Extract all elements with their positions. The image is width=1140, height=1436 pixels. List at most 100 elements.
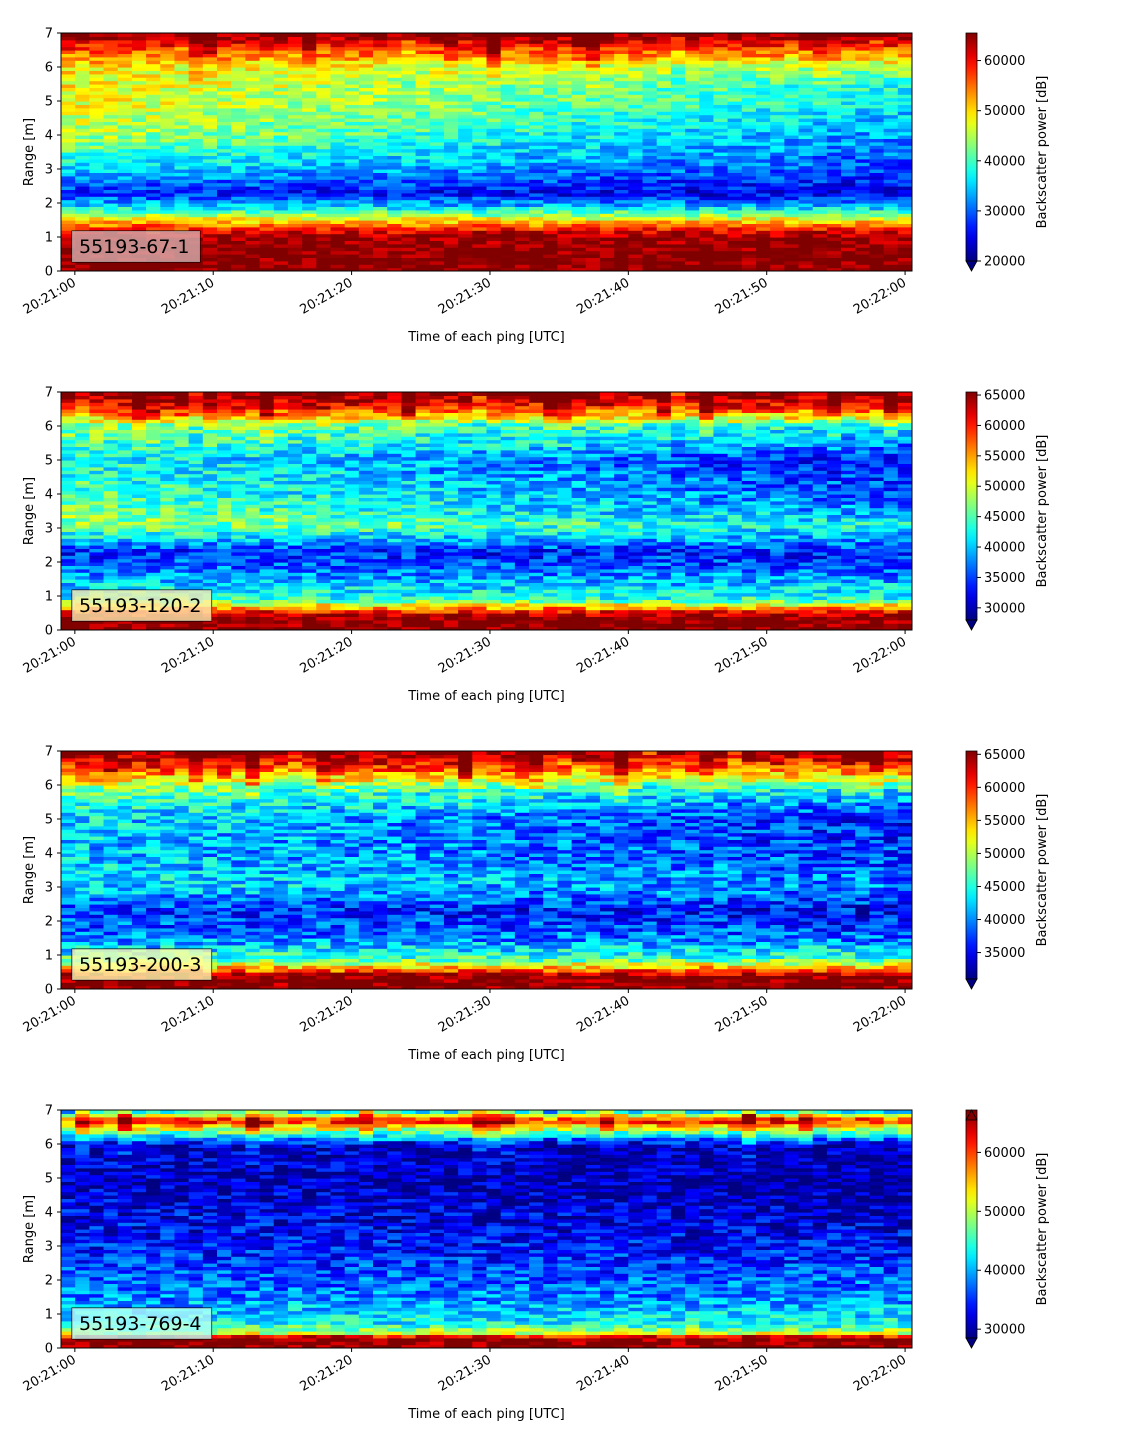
echogram-cell [755,97,771,102]
echogram-cell [543,220,559,224]
echogram-cell [188,619,204,624]
echogram-cell [557,87,573,92]
echogram-cell [217,199,232,204]
echogram-cell [373,60,388,65]
echogram-cell [245,186,261,190]
echogram-cell [770,107,785,112]
echogram-cell [373,233,388,238]
echogram-cell [642,233,658,238]
echogram-cell [826,203,842,207]
echogram-cell [599,152,615,156]
echogram-cell [61,118,76,122]
echogram-cell [585,165,601,170]
echogram-cell [387,148,402,153]
echogram-cell [89,148,105,153]
echogram-cell [798,67,814,71]
echogram-cell [543,192,559,197]
echogram-cell [174,480,190,485]
echogram-cell [387,172,402,177]
echogram-cell [103,70,119,75]
echogram-cell [443,141,459,146]
echogram-cell [500,145,516,150]
echogram-cell [75,514,90,519]
echogram-cell [387,60,402,65]
echogram-cell [628,196,644,201]
echogram-cell [670,107,686,112]
echogram-cell [146,528,161,532]
echogram-cell [670,216,686,221]
echogram-cell [231,131,246,136]
echogram-cell [103,77,119,82]
echogram-cell [685,101,700,105]
echogram-cell [358,56,374,61]
echogram-cell [61,568,76,573]
echogram-cell [585,111,601,116]
echogram-cell [883,247,899,252]
echogram-cell [188,138,204,143]
echogram-cell [146,534,161,539]
echogram-cell [585,148,601,153]
echogram-cell [670,179,686,184]
echogram-cell [202,73,218,78]
echogram-cell [259,56,275,61]
echogram-cell [529,209,544,214]
echogram-cell [429,220,445,224]
echogram-cell [61,165,76,170]
echogram-cell [373,101,388,105]
echogram-cell [529,172,544,177]
echogram-cell [160,77,176,82]
echogram-cell [642,46,658,51]
echogram-cell [443,247,459,252]
echogram-cell [571,237,587,241]
echogram-cell [841,186,856,190]
echogram-cell [826,101,842,105]
echogram-cell [500,213,516,218]
echogram-cell [458,124,473,129]
echogram-cell [131,439,147,444]
echogram-cell [401,124,417,129]
echogram-cell [642,114,658,119]
echogram-cell [188,67,204,71]
echogram-cell [75,33,90,37]
echogram-cell [146,426,161,430]
echogram-cell [855,39,871,44]
echogram-cell [755,172,771,177]
echogram-cell [287,39,303,44]
echogram-cell [103,531,119,536]
echogram-cell [869,158,885,163]
echogram-cell [429,128,445,133]
echogram-cell [571,33,587,37]
echogram-cell [89,398,105,403]
echogram-cell [656,97,672,102]
echogram-cell [188,39,204,44]
echogram-cell [117,538,133,543]
echogram-cell [117,398,133,403]
echogram-cell [316,50,332,54]
echogram-cell [557,39,573,44]
echogram-cell [245,243,261,248]
echogram-cell [685,257,700,262]
echogram-cell [344,33,360,37]
echogram-cell [500,39,516,44]
echogram-cell [75,192,90,197]
echogram-cell [373,46,388,51]
echogram-cell [89,582,105,587]
echogram-cell [330,87,346,92]
echogram-cell [231,213,246,218]
echogram-cell [869,206,885,211]
echogram-cell [869,46,885,51]
echogram-cell [557,237,573,241]
echogram-cell [103,73,119,78]
echogram-cell [89,172,105,177]
echogram-cell [358,155,374,160]
echogram-cell [514,111,530,116]
echogram-cell [188,216,204,221]
echogram-cell [131,264,147,269]
echogram-cell [486,33,502,37]
echogram-cell [273,162,289,167]
echogram-cell [160,162,176,167]
echogram-cell [656,186,672,190]
echogram-cell [472,39,488,44]
echogram-cell [529,216,544,221]
echogram-cell [103,528,119,532]
